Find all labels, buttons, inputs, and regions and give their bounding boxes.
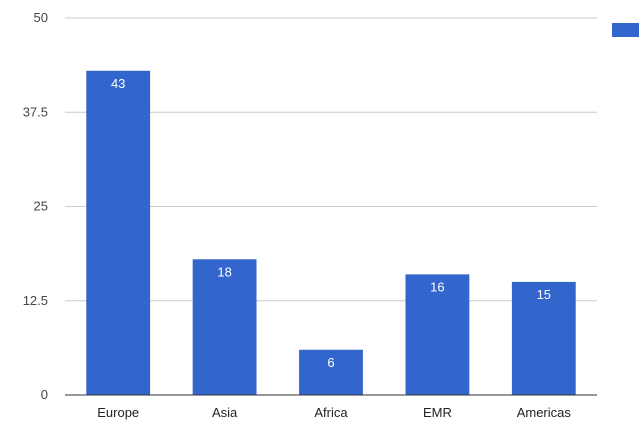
x-axis-category-labels: Europe Asia Africa EMR Americas	[97, 405, 571, 420]
category-label-emr: EMR	[423, 405, 452, 420]
data-label-americas: 15	[537, 287, 551, 302]
y-tick-label: 0	[41, 387, 48, 402]
y-tick-label: 25	[34, 199, 48, 214]
category-label-europe: Europe	[97, 405, 139, 420]
legend	[612, 23, 639, 37]
gridlines	[65, 17, 597, 302]
bar-asia	[192, 259, 257, 395]
data-label-emr: 16	[430, 279, 444, 294]
bar-europe	[86, 70, 151, 395]
data-label-africa: 6	[327, 355, 334, 370]
data-label-europe: 43	[111, 76, 125, 91]
category-label-asia: Asia	[212, 405, 238, 420]
category-label-africa: Africa	[314, 405, 348, 420]
y-tick-label: 50	[34, 10, 48, 25]
bars	[86, 70, 576, 395]
bar-americas	[511, 281, 576, 395]
data-label-asia: 18	[217, 264, 231, 279]
data-labels: 43 18 6 16 15	[111, 76, 551, 370]
y-tick-label: 37.5	[23, 104, 48, 119]
y-axis-tick-labels: 0 12.5 25 37.5 50	[23, 10, 48, 402]
bar-emr	[405, 274, 470, 395]
category-label-americas: Americas	[517, 405, 572, 420]
legend-swatch	[612, 23, 639, 37]
bar-africa	[299, 349, 363, 395]
y-tick-label: 12.5	[23, 293, 48, 308]
